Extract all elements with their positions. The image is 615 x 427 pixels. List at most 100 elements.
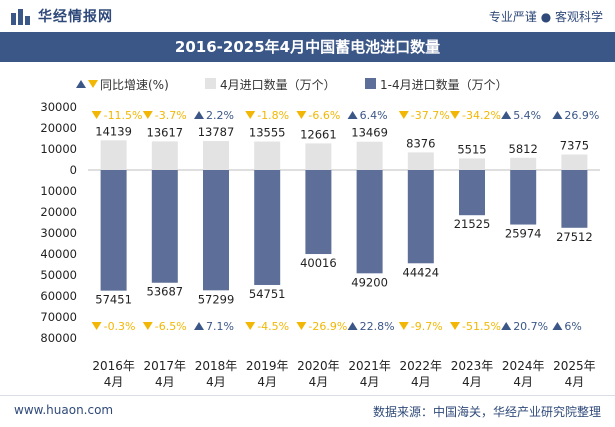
legend-april-label: 4月进口数量（万个）: [220, 77, 336, 92]
down-arrow-icon: [450, 322, 460, 330]
april-growth: -11.5%: [91, 109, 143, 122]
ytd-bar: [561, 170, 588, 228]
april-growth-label: -11.5%: [104, 109, 143, 122]
april-growth-label: 26.9%: [564, 109, 599, 122]
chart-area: 同比增速(%) 4月进口数量（万个） 1-4月进口数量（万个） 30000 20000…: [40, 77, 600, 389]
y-tick-label: 50000: [40, 268, 77, 282]
x-tick-label: 2025年 4月: [553, 359, 596, 389]
bar-chart-logo-icon: [11, 9, 30, 25]
ytd-bar: [407, 170, 434, 264]
legend-ytd-label: 1-4月进口数量（万个）: [380, 77, 508, 92]
april-bar: [356, 141, 383, 170]
ytd-value-label: 21525: [454, 217, 491, 231]
y-tick-label: 70000: [40, 310, 77, 324]
ytd-growth-label: 20.7%: [513, 320, 548, 333]
ytd-value-label: 57451: [95, 293, 132, 307]
ytd-value-label: 54751: [249, 287, 286, 301]
ytd-bar: [356, 170, 383, 274]
ytd-value-label: 57299: [198, 292, 235, 306]
ytd-growth: -51.5%: [450, 320, 501, 333]
april-growth: -37.7%: [398, 109, 450, 122]
x-tick-label: 2024年 4月: [502, 359, 545, 389]
up-arrow-icon: [552, 322, 563, 330]
ytd-growth: -0.3%: [91, 320, 136, 333]
y-tick-label: 20000: [40, 121, 77, 135]
april-value-label: 5812: [509, 142, 538, 156]
title-bar: [0, 32, 615, 62]
ytd-growth: 22.8%: [347, 320, 395, 333]
april-growth-label: 2.2%: [206, 109, 234, 122]
down-arrow-icon: [91, 322, 102, 330]
april-bar: [151, 141, 178, 170]
down-arrow-icon: [142, 322, 153, 330]
bars: [100, 140, 588, 291]
april-growth: 6.4%: [347, 109, 388, 122]
top-bar: 华经情报网 专业严谨 ● 客观科学: [0, 0, 615, 32]
down-arrow-icon: [245, 111, 256, 119]
april-growth-label: 6.4%: [360, 109, 388, 122]
april-bar: [561, 154, 588, 170]
april-value-label: 13469: [351, 126, 388, 140]
april-growth: 2.2%: [194, 109, 234, 122]
brand-name: 华经情报网: [38, 9, 113, 25]
x-tick-label: 2017年 4月: [144, 359, 187, 389]
april-bar: [100, 140, 127, 170]
april-growth-label: 5.4%: [513, 109, 541, 122]
ytd-growth-label: -51.5%: [462, 320, 501, 333]
ytd-bar: [151, 170, 178, 283]
ytd-growth: 7.1%: [194, 320, 234, 333]
ytd-bar: [459, 170, 485, 216]
april-growth-label: -3.7%: [155, 109, 187, 122]
april-value-label: 5515: [457, 142, 486, 156]
x-tick-label: 2019年 4月: [246, 359, 289, 389]
y-tick-label: 10000: [40, 142, 77, 156]
y-tick-label: 20000: [40, 205, 77, 219]
ytd-bar: [305, 170, 332, 255]
april-growth: -3.7%: [142, 109, 187, 122]
ytd-bar: [510, 170, 537, 225]
down-arrow-icon: [296, 322, 307, 330]
ytd-value-label: 40016: [300, 256, 337, 270]
april-growth-label: -37.7%: [411, 109, 450, 122]
legend-growth-label: 同比增速(%): [100, 78, 169, 92]
x-axis: 2016年 4月 2017年 4月 2018年 4月 2019年 4月 2020年 4月 2021年…: [92, 359, 595, 389]
data-labels: 14139 57451 -11.5% -0.3% 13617 53687 -3.7% -6.5…: [91, 109, 599, 333]
april-bar: [459, 158, 485, 170]
april-bar: [254, 141, 281, 170]
down-arrow-icon: [142, 111, 153, 119]
website-link[interactable]: www.huaon.com: [14, 403, 114, 417]
ytd-growth-label: 22.8%: [360, 320, 395, 333]
y-tick-label: 80000: [40, 331, 77, 345]
ytd-growth: 6%: [552, 320, 582, 333]
x-tick-label: 2016年 4月: [92, 359, 135, 389]
y-tick-label: 0: [70, 163, 77, 177]
april-bar: [510, 157, 537, 170]
ytd-value-label: 44424: [403, 265, 440, 279]
april-value-label: 13617: [147, 125, 184, 139]
data-source: 数据来源：中国海关，华经产业研究院整理: [372, 405, 601, 419]
ytd-bar: [203, 170, 229, 291]
down-arrow-icon: [245, 322, 256, 330]
april-value-label: 8376: [406, 136, 435, 150]
ytd-growth-label: -0.3%: [104, 320, 136, 333]
april-bar: [407, 152, 434, 170]
april-growth: -34.2%: [450, 109, 501, 122]
ytd-value-label: 25974: [505, 227, 542, 241]
april-growth-label: -34.2%: [462, 109, 501, 122]
ytd-growth: -9.7%: [398, 320, 443, 333]
up-arrow-icon: [501, 322, 512, 330]
legend-april-swatch: [205, 78, 216, 89]
y-tick-label: 10000: [40, 184, 77, 198]
ytd-growth-label: -9.7%: [411, 320, 443, 333]
up-arrow-icon: [552, 111, 563, 119]
april-growth: -6.6%: [296, 109, 340, 122]
april-value-label: 14139: [95, 124, 132, 138]
down-arrow-icon: [398, 322, 409, 330]
april-value-label: 7375: [560, 139, 589, 153]
april-bar: [305, 143, 332, 170]
y-tick-label: 60000: [40, 289, 77, 303]
up-arrow-icon: [501, 111, 512, 119]
april-growth-label: -6.6%: [308, 109, 340, 122]
x-tick-label: 2020年 4月: [297, 359, 340, 389]
